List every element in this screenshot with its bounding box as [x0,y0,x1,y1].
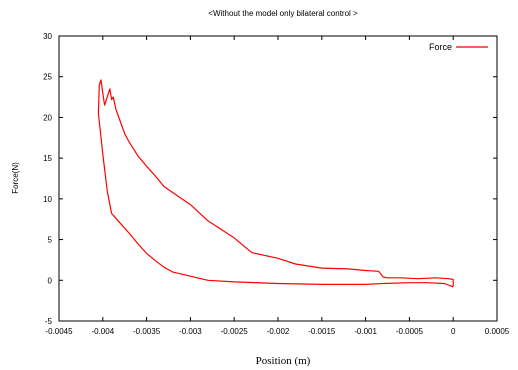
x-tick-label: 0.0005 [485,327,510,336]
x-tick-label: -0.0015 [308,327,336,336]
y-tick-label: -5 [45,317,53,326]
x-tick-label: -0.0035 [133,327,161,336]
x-axis-label: Position (m) [256,355,311,367]
series-line-force [97,79,454,288]
y-axis-label: Force(N) [11,162,20,194]
x-tick-label: -0.0005 [396,327,424,336]
y-tick-label: 0 [48,276,53,285]
chart-title: <Without the model only bilateral contro… [208,9,358,18]
x-tick-label: -0.002 [267,327,290,336]
x-tick-label: -0.003 [179,327,202,336]
x-tick-label: 0 [451,327,456,336]
y-tick-label: 20 [43,113,52,122]
y-tick-label: 25 [43,73,52,82]
x-tick-label: -0.004 [91,327,114,336]
y-axis-ticks: -5 0 5 10 15 20 25 30 [43,32,497,326]
x-tick-label: -0.0045 [45,327,73,336]
y-tick-label: 5 [48,236,53,245]
series-layer [97,79,454,288]
legend-label: Force [429,42,452,52]
legend: Force [429,42,488,52]
x-axis-ticks: -0.0045 -0.004 -0.0035 -0.003 -0.0025 -0.002 -… [45,36,510,336]
y-tick-label: 30 [43,32,52,41]
x-tick-label: -0.0025 [221,327,249,336]
y-tick-label: 15 [43,154,52,163]
y-tick-label: 10 [43,195,52,204]
x-tick-label: -0.001 [354,327,377,336]
